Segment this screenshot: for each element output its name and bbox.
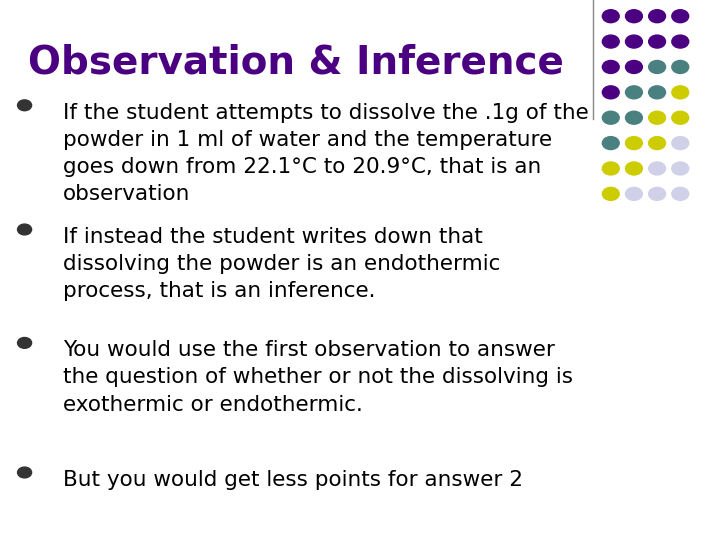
Circle shape xyxy=(649,10,665,23)
Circle shape xyxy=(626,10,642,23)
Text: If the student attempts to dissolve the .1g of the
powder in 1 ml of water and t: If the student attempts to dissolve the … xyxy=(63,103,589,204)
Circle shape xyxy=(603,35,619,48)
Circle shape xyxy=(626,162,642,175)
Circle shape xyxy=(603,86,619,99)
Circle shape xyxy=(603,187,619,200)
Circle shape xyxy=(672,162,689,175)
Circle shape xyxy=(603,162,619,175)
Text: Observation & Inference: Observation & Inference xyxy=(28,43,564,81)
Circle shape xyxy=(17,100,32,111)
Circle shape xyxy=(649,187,665,200)
Circle shape xyxy=(17,338,32,348)
Circle shape xyxy=(672,60,689,73)
Circle shape xyxy=(649,60,665,73)
Circle shape xyxy=(649,35,665,48)
Circle shape xyxy=(626,60,642,73)
Circle shape xyxy=(672,187,689,200)
Circle shape xyxy=(649,137,665,150)
Circle shape xyxy=(603,111,619,124)
Circle shape xyxy=(672,86,689,99)
Circle shape xyxy=(17,467,32,478)
Circle shape xyxy=(626,137,642,150)
Circle shape xyxy=(626,86,642,99)
Circle shape xyxy=(649,111,665,124)
Circle shape xyxy=(626,187,642,200)
Circle shape xyxy=(603,137,619,150)
Circle shape xyxy=(672,111,689,124)
Circle shape xyxy=(626,35,642,48)
Circle shape xyxy=(603,60,619,73)
Circle shape xyxy=(672,137,689,150)
Circle shape xyxy=(672,35,689,48)
Circle shape xyxy=(626,111,642,124)
Circle shape xyxy=(17,224,32,235)
Circle shape xyxy=(672,10,689,23)
Circle shape xyxy=(649,86,665,99)
Text: If instead the student writes down that
dissolving the powder is an endothermic
: If instead the student writes down that … xyxy=(63,227,500,301)
Circle shape xyxy=(603,10,619,23)
Circle shape xyxy=(649,162,665,175)
Text: You would use the first observation to answer
the question of whether or not the: You would use the first observation to a… xyxy=(63,340,573,415)
Text: But you would get less points for answer 2: But you would get less points for answer… xyxy=(63,470,523,490)
